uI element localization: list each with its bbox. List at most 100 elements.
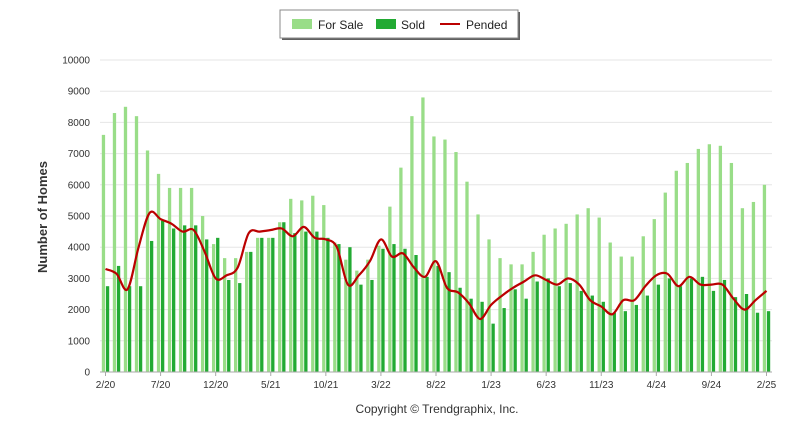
for-sale-bar [443,139,447,372]
y-tick-label: 7000 [68,149,91,160]
legend-label-for-sale: For Sale [318,18,364,32]
sold-bar [667,278,672,372]
sold-bar [227,279,231,372]
sold-bar [183,225,187,372]
sold-bar [127,286,132,372]
for-sale-bar [619,256,623,372]
for-sale-bar [454,152,458,372]
x-tick-label: 6/23 [536,380,556,391]
for-sale-bar [366,259,370,372]
y-tick-label: 3000 [68,274,91,285]
y-tick-label: 6000 [68,180,91,191]
sold-bar [689,278,694,372]
sold-bar [414,255,418,372]
for-sale-bar [586,208,590,372]
x-tick-label: 5/21 [261,380,281,391]
legend-label-sold: Sold [401,18,425,32]
for-sale-bar [123,106,128,373]
sold-bar [656,284,661,372]
for-sale-bar [399,167,403,372]
for-sale-bar [145,150,150,372]
for-sale-bar [300,200,304,372]
sold-bar [337,244,341,372]
x-tick-labels: 2/20 7/20 12/20 5/21 10/21 3/22 8/22 1/23 6/23 11… [96,372,777,391]
sold-bar [392,244,396,372]
sold-bar [568,283,572,372]
for-sale-bar [685,162,689,372]
for-sale-bar [344,259,348,372]
for-sale-bar [608,242,612,372]
sold-bar [304,231,308,372]
sold-bar [469,298,473,372]
for-sale-bar [388,206,392,372]
x-tick-label: 4/24 [647,380,667,391]
for-sale-bar [200,216,205,372]
x-tick-label: 12/20 [203,380,228,391]
x-tick-label: 2/25 [757,380,777,391]
sold-bar [766,311,771,372]
y-tick-label: 8000 [68,118,91,129]
sold-bar [271,237,275,372]
for-sale-bar [134,116,139,372]
for-sale-bar [289,198,293,372]
sold-bar [634,304,638,372]
legend-swatch-for-sale [292,19,312,29]
for-sale-bar [355,270,359,372]
for-sale-bar [322,205,326,372]
sold-bar [513,289,517,372]
y-tick-label: 4000 [68,243,91,254]
for-sale-bar [652,219,656,372]
sold-bar [436,265,440,372]
sold-bar [480,301,484,372]
sold-bar [403,248,407,372]
sold-bar [579,290,583,372]
sold-bar [359,284,363,372]
sold-bar [722,279,727,372]
for-sale-bar [167,187,172,372]
for-sale-bar [740,208,745,372]
y-axis-label: Number of Homes [35,161,50,273]
for-sale-bar [487,239,491,372]
y-tick-label: 10000 [62,56,90,67]
for-sale-bar [333,242,337,372]
for-sale-bar [751,201,756,372]
sold-bar [744,294,749,372]
for-sale-bar [178,187,183,372]
for-sale-bar [718,145,723,372]
sold-bar [370,279,374,372]
y-tick-label: 2000 [68,305,91,316]
for-sale-bar [553,228,557,372]
y-tick-labels: 0 1000 2000 3000 4000 5000 6000 7000 8000 9000 100… [62,56,90,379]
sold-bar [535,281,539,372]
for-sale-bar [729,162,734,372]
sold-bar [116,265,121,372]
for-sale-bar [211,244,216,372]
sold-bar [249,251,253,372]
x-tick-label: 10/21 [313,380,338,391]
for-sale-bar [465,181,469,372]
x-tick-label: 9/24 [702,380,722,391]
sold-bar [524,298,528,372]
for-sale-bar [663,192,667,372]
legend-label-pended: Pended [466,18,507,32]
for-sale-bar [531,251,535,372]
for-sale-bar [762,184,767,372]
for-sale-bar [509,264,513,372]
sold-bar [260,237,264,372]
sold-bar [160,220,165,372]
for-sale-bar [410,116,414,372]
sold-bar [700,276,705,372]
for-sale-bar [564,223,568,372]
y-tick-label: 9000 [68,87,91,98]
for-sale-bar [575,214,579,372]
for-sale-bar [101,134,106,372]
for-sale-bar [156,173,161,372]
copyright-text: Copyright © Trendgraphix, Inc. [356,402,519,416]
sold-bar [425,276,429,372]
x-tick-label: 2/20 [96,380,116,391]
y-tick-label: 5000 [68,212,91,223]
sold-bar [172,228,176,372]
sold-bar [711,290,716,372]
for-sale-bar [674,170,678,372]
legend-box [279,9,519,39]
